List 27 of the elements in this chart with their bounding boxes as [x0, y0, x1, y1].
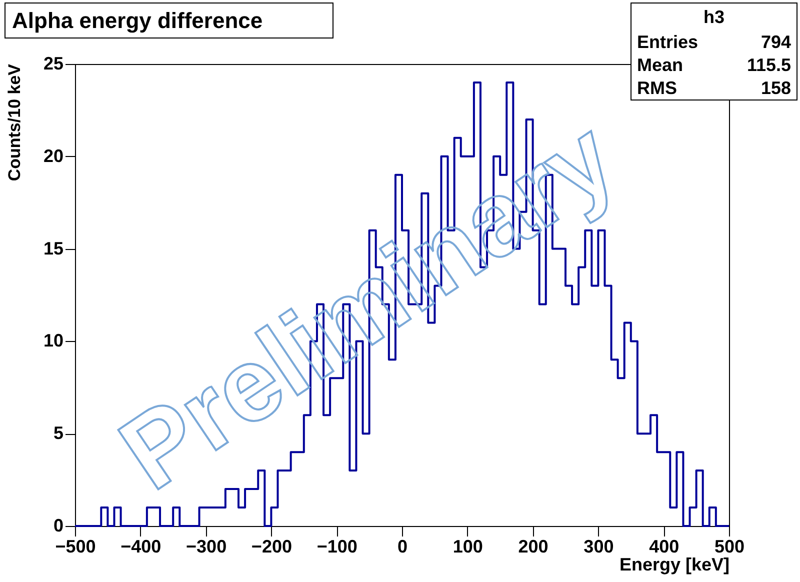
x-tick-label: −400 [120, 536, 162, 556]
x-tick-label: −200 [251, 536, 292, 556]
text: 158 [760, 78, 791, 98]
x-axis-title: Energy [keV] [619, 554, 730, 574]
x-tick-label: 0 [397, 536, 408, 556]
x-tick-label: 400 [649, 536, 680, 556]
annotation: RMS [637, 78, 677, 98]
annotation: Mean [637, 55, 684, 75]
y-axis-title: Counts/10 keV [5, 63, 24, 182]
text: 794 [760, 32, 791, 52]
text: h3 [703, 7, 725, 27]
y-tick-label: 20 [43, 146, 64, 166]
x-tick-label: 200 [518, 536, 548, 556]
x-tick-label: −500 [55, 536, 96, 556]
y-tick-label: 5 [53, 423, 64, 444]
chart-title: Alpha energy difference [12, 8, 263, 33]
x-tick-label: 500 [714, 536, 745, 556]
text: Entries [637, 32, 698, 52]
y-tick-label: 10 [43, 330, 64, 351]
text: 115.5 [746, 55, 791, 75]
x-tick-label: 100 [452, 536, 483, 556]
x-tick-label: −300 [186, 536, 227, 556]
y-tick-label: 0 [53, 516, 64, 536]
y-tick-label: 15 [43, 238, 64, 258]
x-tick-label: 300 [584, 536, 614, 556]
y-tick-label: 25 [43, 54, 64, 74]
x-tick-label: −100 [316, 536, 358, 556]
